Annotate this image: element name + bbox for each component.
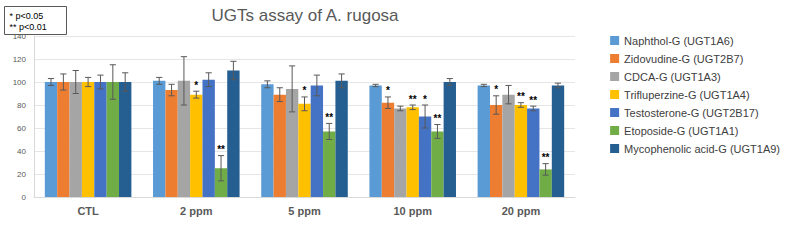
svg-text:20: 20 (17, 170, 26, 179)
svg-text:* p<0.05: * p<0.05 (10, 11, 44, 21)
svg-text:*: * (386, 85, 390, 96)
svg-text:Etoposide-G (UGT1A1): Etoposide-G (UGT1A1) (624, 125, 738, 137)
svg-text:CDCA-G (UGT1A3): CDCA-G (UGT1A3) (624, 71, 721, 83)
svg-text:**: ** (434, 113, 442, 124)
svg-text:**: ** (529, 95, 537, 106)
svg-text:**: ** (217, 144, 225, 155)
svg-text:** p<0.01: ** p<0.01 (10, 22, 47, 32)
svg-text:80: 80 (17, 101, 26, 110)
svg-text:0: 0 (22, 193, 27, 202)
svg-text:140: 140 (13, 32, 27, 41)
svg-text:Trifluperzine-G (UGT1A4): Trifluperzine-G (UGT1A4) (624, 89, 750, 101)
svg-text:5 ppm: 5 ppm (288, 205, 321, 217)
svg-text:20 ppm: 20 ppm (502, 205, 541, 217)
svg-text:**: ** (325, 112, 333, 123)
svg-text:Zidovudine-G (UGT2B7): Zidovudine-G (UGT2B7) (624, 53, 743, 65)
svg-text:100: 100 (13, 78, 27, 87)
svg-text:UGTs assay of A. rugosa: UGTs assay of A. rugosa (211, 6, 399, 25)
svg-text:*: * (194, 80, 198, 91)
svg-text:*: * (494, 84, 498, 95)
svg-text:Naphthol-G (UGT1A6): Naphthol-G (UGT1A6) (624, 35, 733, 47)
svg-text:CTL: CTL (77, 205, 99, 217)
svg-text:60: 60 (17, 124, 26, 133)
svg-text:**: ** (517, 91, 525, 102)
svg-text:2 ppm: 2 ppm (180, 205, 213, 217)
svg-text:40: 40 (17, 147, 26, 156)
svg-text:*: * (423, 94, 427, 105)
svg-text:Testosterone-G (UGT2B17): Testosterone-G (UGT2B17) (624, 107, 759, 119)
svg-text:10 ppm: 10 ppm (393, 205, 432, 217)
svg-text:120: 120 (13, 55, 27, 64)
svg-text:**: ** (542, 152, 550, 163)
svg-text:*: * (303, 85, 307, 96)
svg-text:Mycophenolic acid-G (UGT1A9): Mycophenolic acid-G (UGT1A9) (624, 143, 780, 155)
svg-text:**: ** (409, 94, 417, 105)
